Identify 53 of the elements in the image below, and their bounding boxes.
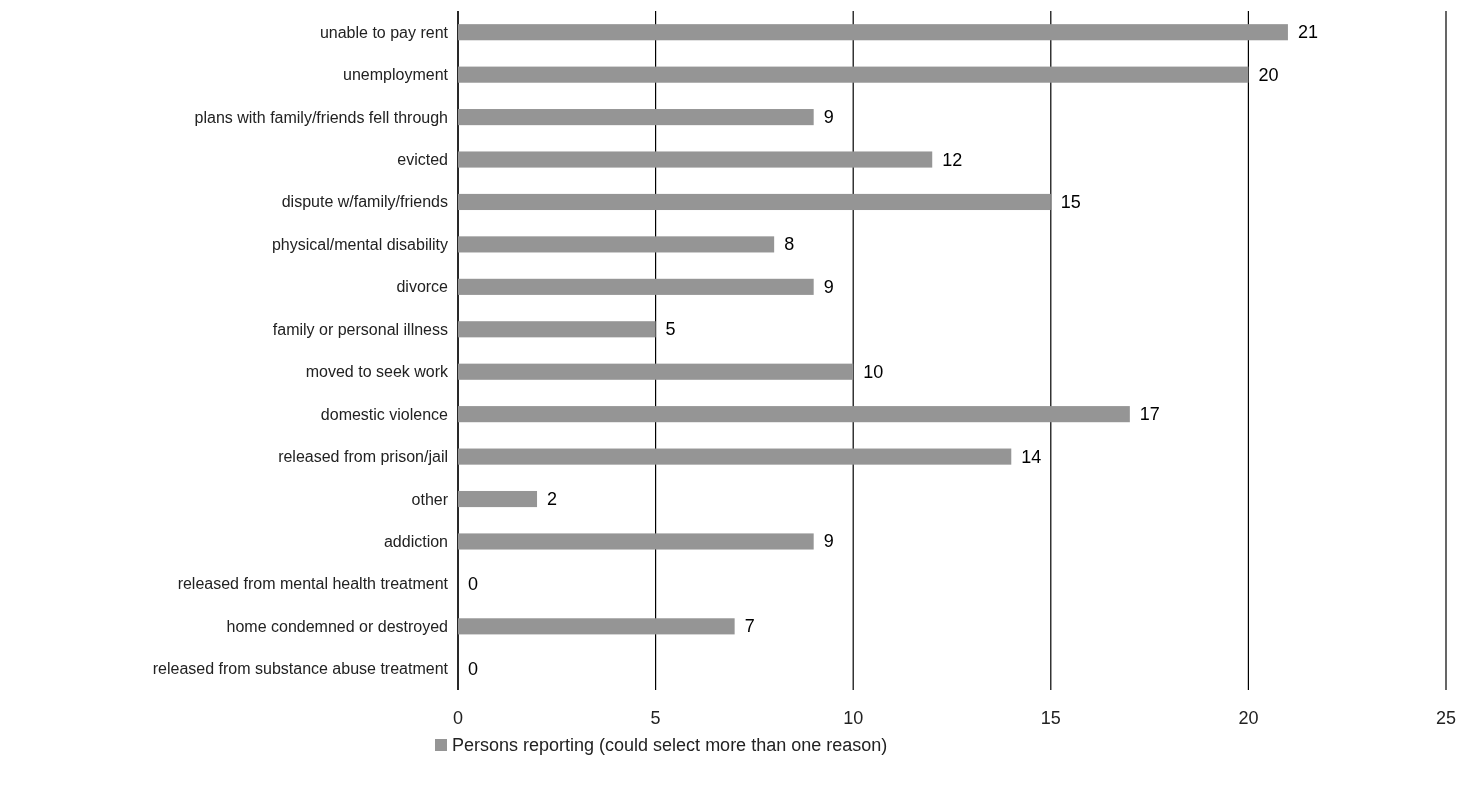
- y-tick-label: home condemned or destroyed: [226, 617, 448, 635]
- bar: [458, 321, 656, 338]
- y-tick-label: released from prison/jail: [278, 448, 448, 466]
- y-tick-label: addiction: [383, 532, 448, 550]
- bar: [458, 406, 1130, 423]
- x-tick-label: 20: [1238, 708, 1259, 728]
- bar: [458, 363, 854, 380]
- y-tick-label: unemployment: [343, 66, 449, 84]
- data-label: 7: [744, 616, 755, 637]
- data-label: 8: [784, 234, 795, 255]
- data-label: 14: [1021, 446, 1042, 467]
- data-label: 2: [547, 489, 558, 510]
- bar: [458, 66, 1249, 83]
- bar: [458, 109, 814, 126]
- y-tick-label: divorce: [396, 278, 449, 296]
- y-tick-label: dispute w/family/friends: [281, 193, 448, 211]
- y-tick-label: other: [411, 490, 449, 508]
- data-label: 17: [1139, 404, 1160, 425]
- bar: [458, 618, 735, 635]
- y-tick-label: plans with family/friends fell through: [194, 108, 448, 126]
- y-tick-label: unable to pay rent: [319, 23, 449, 41]
- data-label: 21: [1297, 22, 1318, 43]
- data-label: 10: [863, 361, 884, 382]
- bar: [458, 490, 538, 508]
- bar: [458, 151, 933, 168]
- data-label: 5: [665, 319, 676, 340]
- y-tick-label: family or personal illness: [272, 320, 448, 338]
- data-label: 0: [468, 658, 479, 679]
- x-tick-label: 0: [452, 708, 464, 728]
- bar: [458, 533, 814, 550]
- x-tick-label: 5: [650, 708, 661, 728]
- data-label: 9: [823, 276, 834, 297]
- bar: [458, 24, 1288, 41]
- y-tick-label: released from mental health treatment: [177, 575, 449, 593]
- x-tick-label: 10: [843, 708, 864, 728]
- bar: [458, 448, 1012, 465]
- legend-label: Persons reporting (could select more than one reason): [452, 735, 888, 755]
- data-label: 9: [823, 531, 834, 552]
- data-label: 20: [1258, 64, 1279, 85]
- data-label: 9: [823, 107, 834, 128]
- y-tick-label: moved to seek work: [305, 363, 449, 381]
- y-tick-label: domestic violence: [320, 405, 449, 423]
- y-tick-label: evicted: [397, 151, 448, 169]
- y-tick-label: physical/mental disability: [271, 235, 448, 253]
- bar: [458, 193, 1051, 211]
- data-label: 0: [468, 573, 479, 594]
- bar: [458, 278, 814, 295]
- x-tick-label: 25: [1435, 708, 1457, 728]
- bar: [458, 236, 775, 253]
- data-label: 15: [1060, 191, 1081, 212]
- data-label: 12: [942, 149, 963, 170]
- y-tick-label: released from substance abuse treatment: [152, 660, 449, 678]
- x-tick-label: 15: [1040, 708, 1061, 728]
